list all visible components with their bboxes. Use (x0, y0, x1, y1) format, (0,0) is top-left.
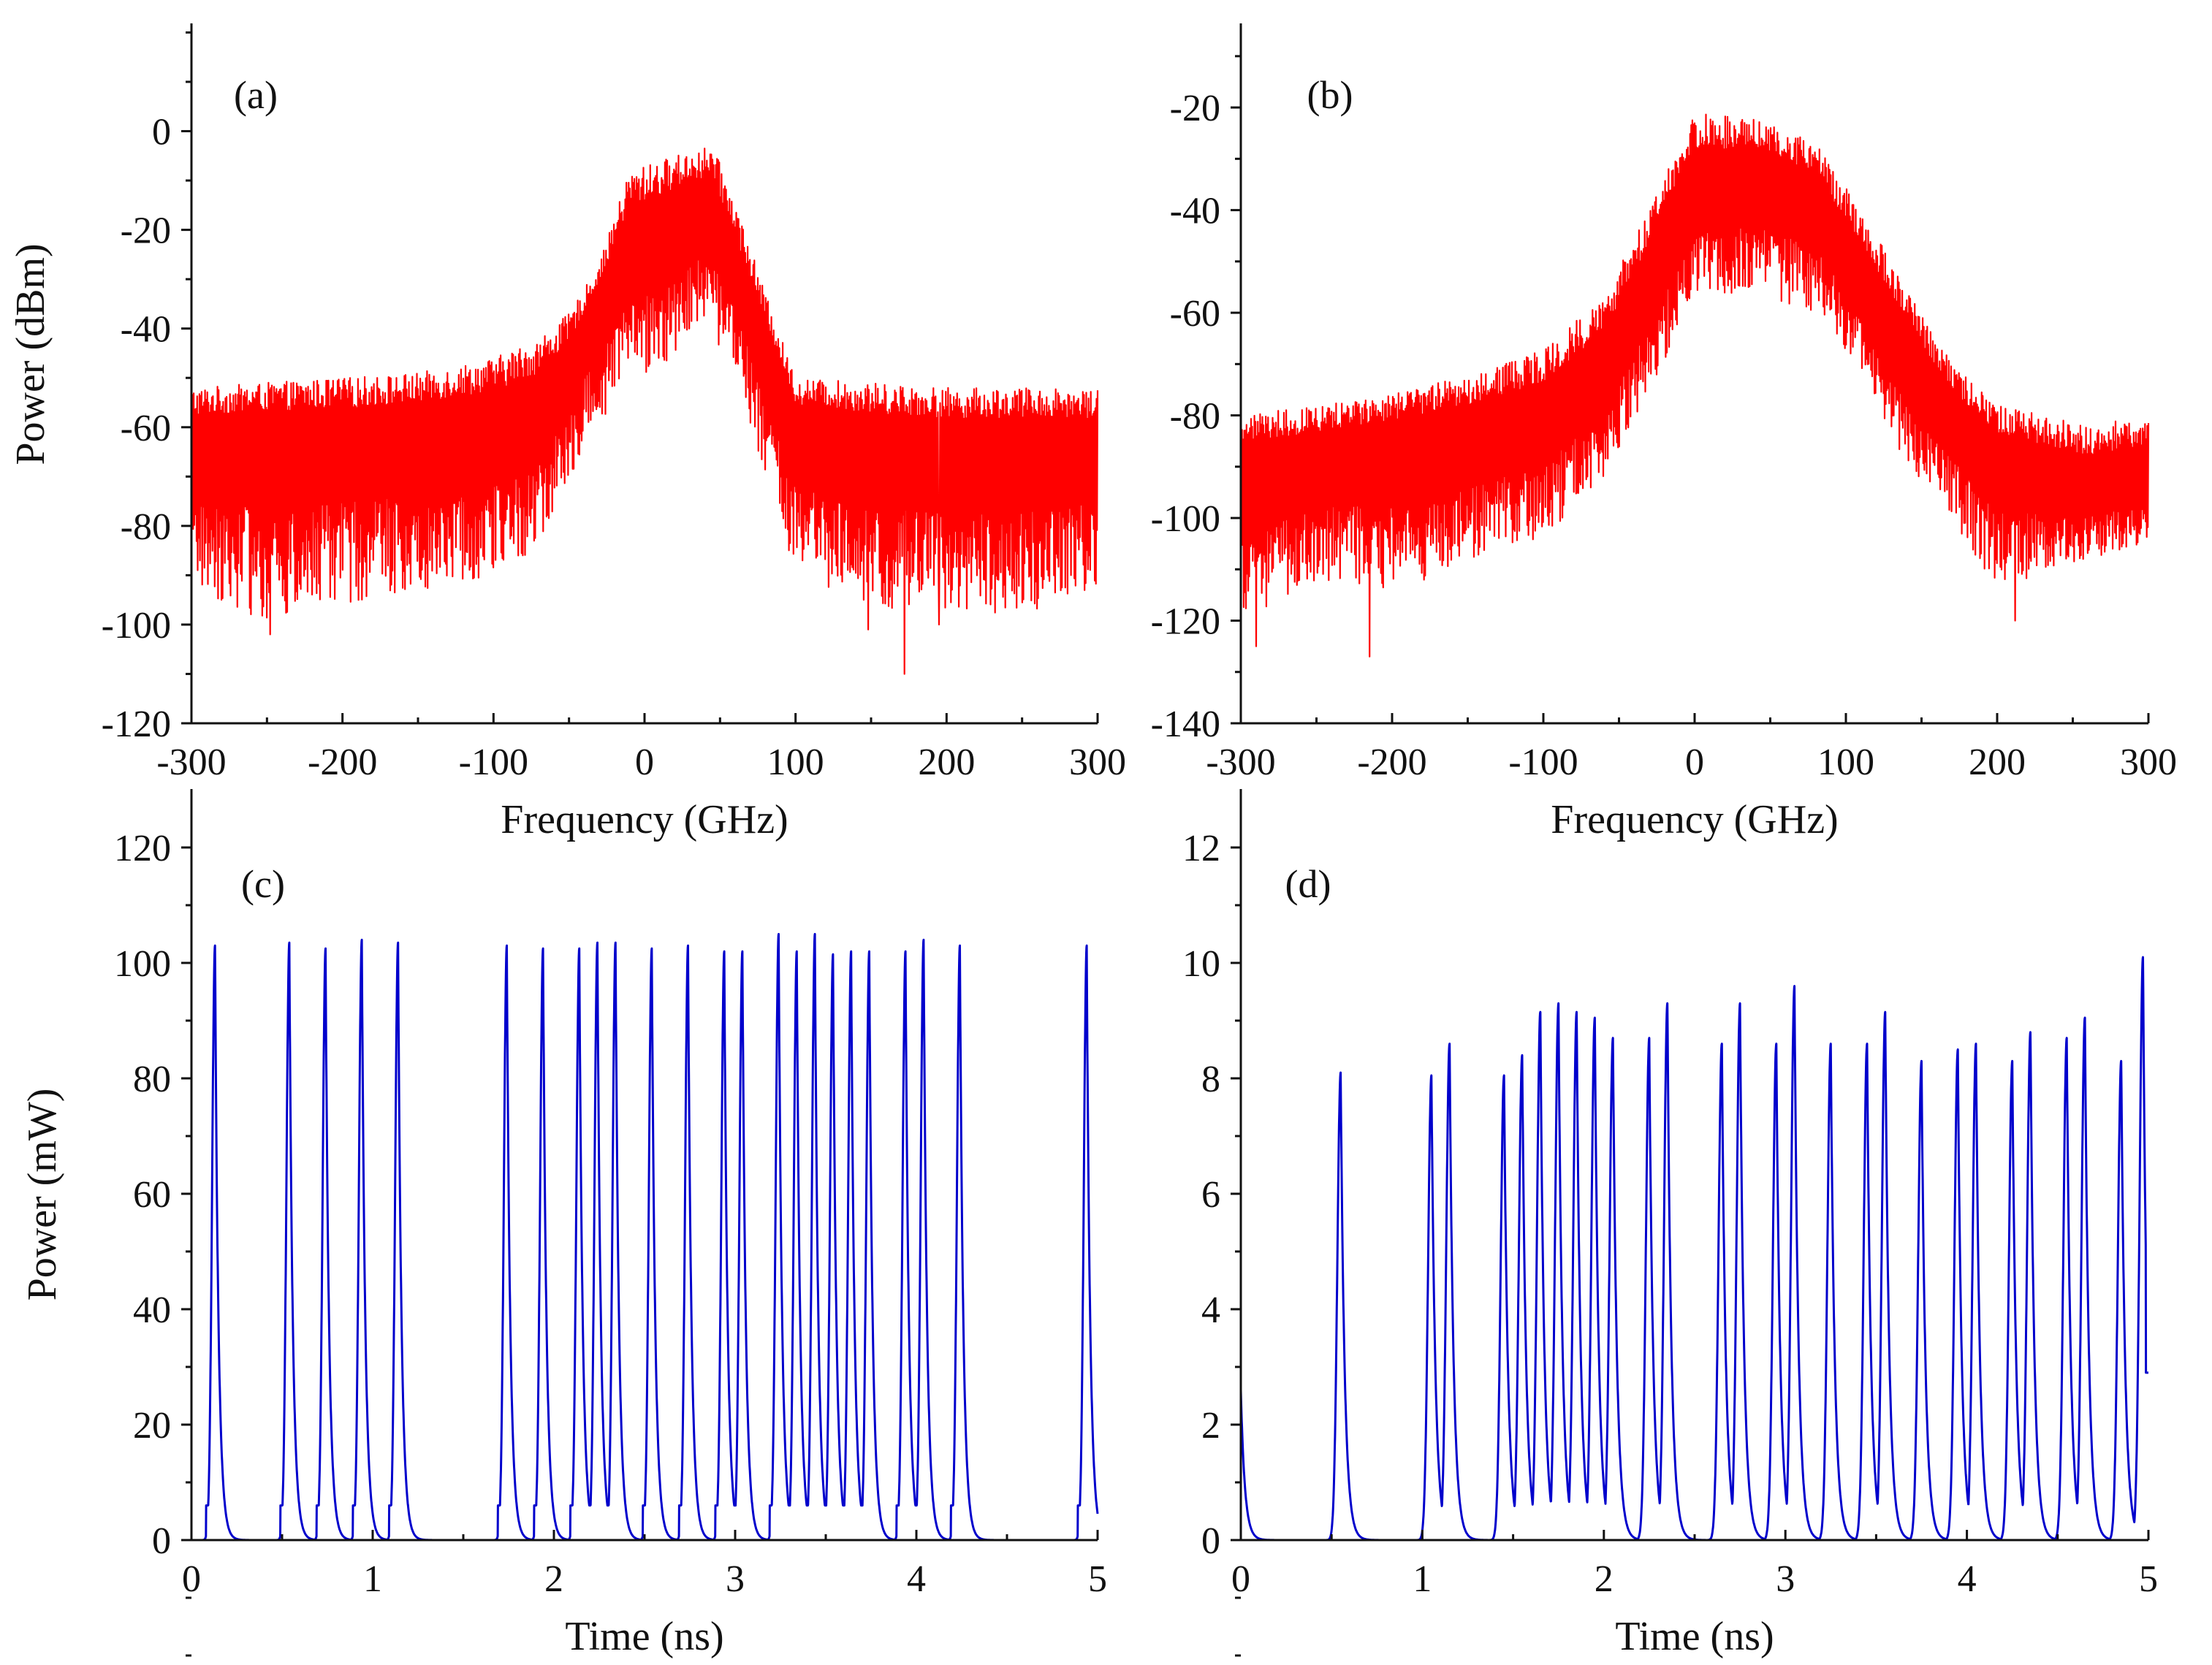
panel-b-x-tick-label: 200 (1969, 742, 2026, 783)
panel-c-y-tick-label: 60 (133, 1174, 171, 1216)
panel-b-y-tick-label: -80 (1170, 396, 1220, 438)
panel-a-y-tick-label: -20 (121, 210, 171, 252)
panel-b-series-line (1239, 113, 2150, 658)
panel-b-spectrum-chart: -20 -40 -60 -80 -100 -120 -140-300 -200 -100 0 100… (1151, 23, 2177, 842)
panel-c-y-tick-label: 0 (152, 1520, 171, 1562)
panel-d-y-tick-label: 2 (1201, 1405, 1220, 1447)
panel-a-label: (a) (234, 73, 278, 117)
panel-c-x-axis-title: Time (ns) (565, 1614, 723, 1659)
panel-b-x-tick-label: 0 (1685, 742, 1704, 783)
panel-c-x-tick-label: 3 (726, 1558, 745, 1600)
panel-d-y-tick-label: 12 (1182, 828, 1220, 869)
panel-a-spectrum-chart: 0 -20 -40 -60 -80 -100 -120-300 -200 -100 0 100 200… (8, 23, 1126, 842)
panel-a-x-tick-label: 200 (918, 742, 975, 783)
panel-d-x-tick-label: 0 (1231, 1558, 1250, 1600)
panel-c-pulse-train-chart: 0 20 40 60 80 100 120 0 1 2 3 4 5 Time (ns) Power (mW)… (20, 789, 1107, 1659)
panel-a-x-tick-label: 0 (635, 742, 654, 783)
panel-c-x-tick-label: 1 (363, 1558, 382, 1600)
panel-c-y-tick-label: 100 (114, 943, 171, 985)
panel-a-y-tick-label: -40 (121, 309, 171, 351)
panel-d-y-tick-label: 8 (1201, 1059, 1220, 1100)
panel-a-x-tick-label: -200 (308, 742, 377, 783)
panel-d-x-tick-label: 1 (1413, 1558, 1432, 1600)
panel-a-x-axis-title: Frequency (GHz) (501, 797, 788, 842)
panel-c-label: (c) (241, 862, 285, 906)
panel-b-y-tick-label: -60 (1170, 293, 1220, 335)
panel-d-x-tick-label: 2 (1595, 1558, 1614, 1600)
panel-d-x-tick-label: 5 (2139, 1558, 2158, 1600)
panel-b-y-tick-label: -40 (1170, 191, 1220, 232)
panel-b-y-tick-label: -120 (1151, 601, 1220, 643)
panel-b-x-tick-label: -200 (1357, 742, 1426, 783)
panel-a-x-tick-label: 300 (1069, 742, 1126, 783)
panel-a-y-tick-label: -100 (102, 605, 171, 647)
panel-b-label: (b) (1307, 73, 1353, 117)
panel-b-x-axis-title: Frequency (GHz) (1551, 797, 1838, 842)
panel-c-y-tick-label: 40 (133, 1289, 171, 1331)
panel-c-x-tick-label: 0 (182, 1558, 201, 1600)
panel-b-x-tick-label: 100 (1817, 742, 1874, 783)
panel-d-label: (d) (1285, 862, 1331, 906)
panel-c-x-tick-label: 5 (1088, 1558, 1107, 1600)
panel-b-x-tick-label: -100 (1508, 742, 1578, 783)
panel-a-y-tick-label: -120 (102, 704, 171, 745)
panel-d-x-tick-label: 3 (1776, 1558, 1795, 1600)
panel-a-series-line (190, 148, 1099, 675)
panel-c-x-tick-label: 2 (544, 1558, 563, 1600)
panel-c-y-tick-label: 120 (114, 828, 171, 869)
panel-d-y-tick-label: 10 (1182, 943, 1220, 985)
panel-a-x-tick-label: 100 (767, 742, 824, 783)
panel-d-y-tick-label: 4 (1201, 1289, 1220, 1331)
panel-b-y-tick-label: -100 (1151, 498, 1220, 540)
panel-d-x-tick-label: 4 (1958, 1558, 1977, 1600)
panel-d-y-tick-label: 0 (1201, 1520, 1220, 1562)
panel-a-x-tick-label: -100 (459, 742, 528, 783)
panel-d-x-axis-title: Time (ns) (1615, 1614, 1774, 1659)
panel-a-y-tick-label: 0 (152, 112, 171, 153)
panel-c-x-tick-label: 4 (907, 1558, 926, 1600)
panel-d-y-tick-label: 6 (1201, 1174, 1220, 1216)
panel-a-y-tick-label: -80 (121, 506, 171, 548)
panel-b-x-tick-label: -300 (1206, 742, 1275, 783)
panel-b-x-tick-label: 300 (2120, 742, 2177, 783)
panel-c-y-tick-label: 20 (133, 1405, 171, 1447)
panel-c-y-axis-title: Power (mW) (20, 1089, 65, 1301)
panel-b-y-tick-label: -140 (1151, 704, 1220, 745)
panel-a-y-axis-title: Power (dBm) (8, 243, 53, 465)
panel-c-y-tick-label: 80 (133, 1059, 171, 1100)
panel-b-y-tick-label: -20 (1170, 88, 1220, 129)
panel-a-x-tick-label: -300 (156, 742, 226, 783)
panel-a-y-tick-label: -60 (121, 408, 171, 449)
